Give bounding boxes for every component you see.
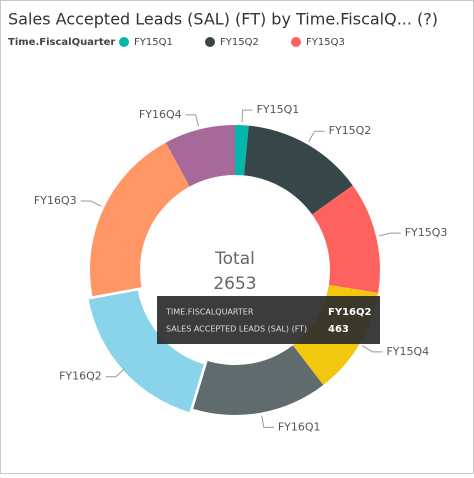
leader-line [361, 345, 383, 353]
tooltip-category: FY16Q2 [328, 307, 371, 318]
data-label: FY16Q3 [34, 194, 77, 207]
legend-label: FY15Q3 [306, 37, 345, 48]
total-value: 2653 [213, 274, 256, 294]
legend-marker [291, 37, 301, 47]
donut-slice [165, 125, 235, 187]
legend-label: FY15Q1 [134, 37, 173, 48]
donut-slice [88, 290, 204, 413]
leader-line [241, 109, 253, 123]
tooltip-value-label: SALES ACCEPTED LEADS (SAL) (FT) [166, 325, 307, 334]
total-label: Total [214, 249, 255, 269]
data-label: FY15Q3 [405, 226, 448, 239]
chart-title: Sales Accepted Leads (SAL) (FT) by Time.… [8, 10, 438, 29]
leader-line [261, 415, 274, 428]
legend-title: Time.FiscalQuarter [8, 37, 115, 48]
legend-label: FY15Q2 [220, 37, 259, 48]
donut-slice [243, 125, 353, 215]
donut-slice [90, 142, 190, 297]
data-label: FY15Q4 [386, 345, 429, 358]
leader-line [105, 368, 126, 378]
donut-slice [312, 185, 380, 293]
tooltip: TIME.FISCALQUARTER FY16Q2 SALES ACCEPTED… [157, 296, 380, 344]
donut-slice [235, 125, 249, 176]
donut-slice [193, 345, 324, 415]
tooltip-box [157, 296, 380, 344]
leader-line [185, 114, 200, 127]
legend-marker [205, 37, 215, 47]
tooltip-value: 463 [328, 324, 349, 335]
data-label: FY15Q2 [329, 124, 372, 137]
data-label: FY16Q4 [139, 108, 182, 121]
tooltip-category-label: TIME.FISCALQUARTER [165, 308, 254, 317]
leader-line [80, 200, 102, 207]
legend-marker [119, 37, 129, 47]
data-label: FY16Q1 [278, 420, 321, 433]
leader-line [378, 232, 401, 237]
leader-line [308, 130, 325, 142]
data-label: FY15Q1 [257, 103, 300, 116]
data-label: FY16Q2 [59, 370, 102, 383]
